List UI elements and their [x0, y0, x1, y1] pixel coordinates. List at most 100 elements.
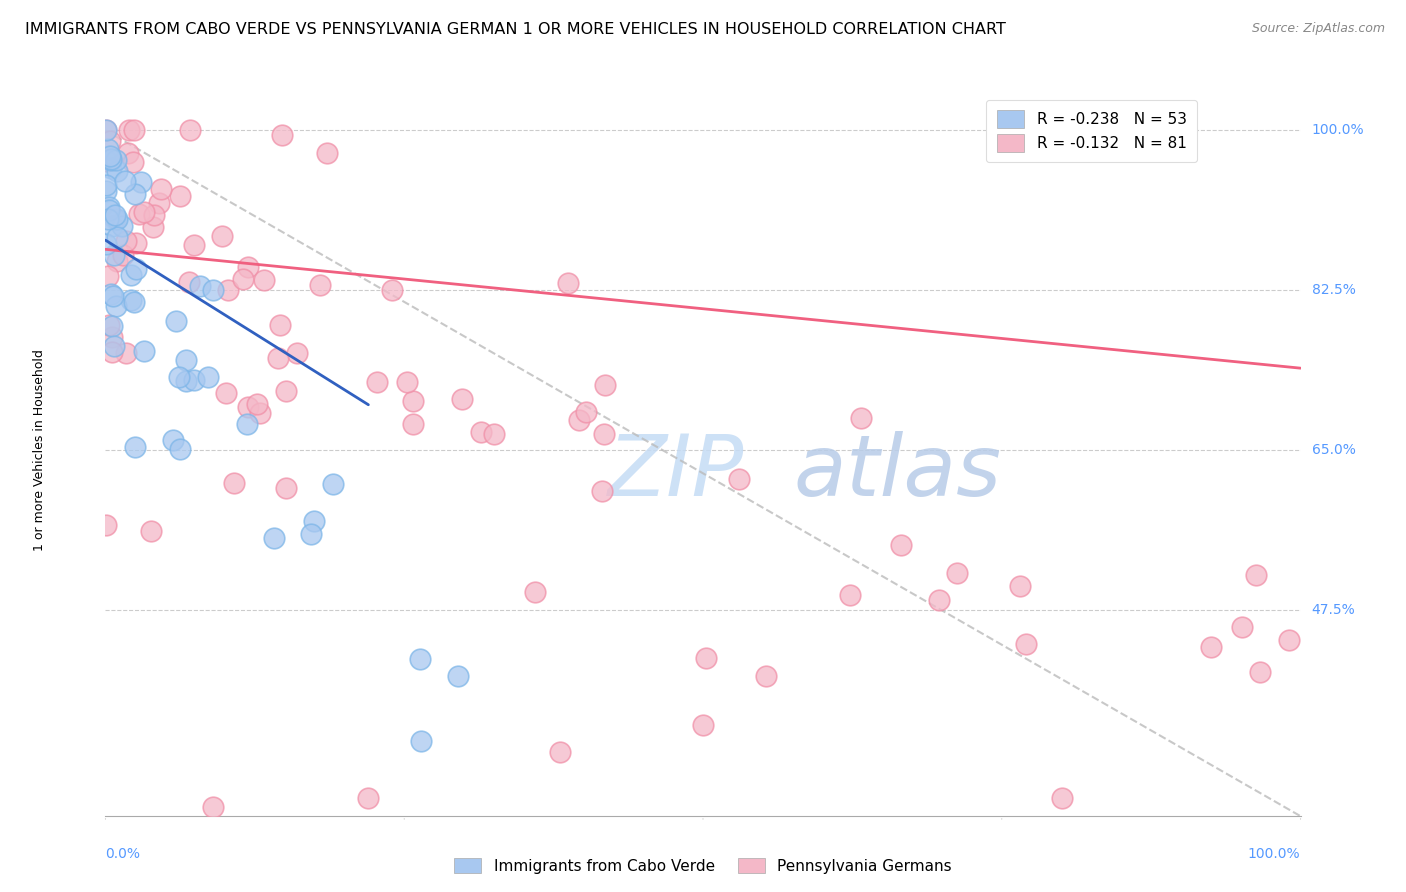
Point: [120, 293, 142, 307]
Text: 1 or more Vehicles in Household: 1 or more Vehicles in Household: [34, 350, 46, 551]
Point: [174, 353, 197, 368]
Point: [890, 538, 912, 552]
Point: [266, 351, 288, 366]
Point: [124, 187, 146, 202]
Point: [97, 268, 120, 283]
Point: [276, 384, 298, 398]
Point: [125, 262, 148, 277]
Point: [409, 652, 432, 666]
Point: [557, 277, 579, 291]
Point: [125, 236, 148, 251]
Point: [94, 178, 117, 192]
Point: [101, 330, 124, 344]
Point: [593, 378, 616, 392]
Point: [269, 318, 291, 332]
Point: [118, 123, 141, 137]
Point: [592, 426, 614, 441]
Point: [100, 287, 122, 301]
Text: 100.0%: 100.0%: [1249, 847, 1301, 861]
Text: ZIP: ZIP: [607, 431, 744, 514]
Point: [183, 373, 205, 387]
Point: [97, 212, 120, 227]
Point: [299, 527, 322, 541]
Point: [96, 153, 118, 168]
Point: [253, 273, 276, 287]
Point: [1232, 620, 1254, 634]
Point: [98, 318, 121, 333]
Point: [98, 149, 121, 163]
Point: [838, 589, 860, 603]
Point: [1014, 637, 1036, 651]
Point: [101, 345, 124, 359]
Point: [482, 426, 505, 441]
Point: [174, 375, 197, 389]
Point: [177, 276, 200, 290]
Point: [97, 142, 120, 156]
Point: [114, 173, 136, 187]
Text: 82.5%: 82.5%: [1312, 284, 1355, 297]
Point: [148, 195, 170, 210]
Point: [249, 406, 271, 420]
Point: [316, 145, 339, 160]
Point: [104, 209, 127, 223]
Text: 65.0%: 65.0%: [1312, 443, 1355, 458]
Text: IMMIGRANTS FROM CABO VERDE VS PENNSYLVANIA GERMAN 1 OR MORE VEHICLES IN HOUSEHOL: IMMIGRANTS FROM CABO VERDE VS PENNSYLVAN…: [25, 22, 1007, 37]
Point: [409, 734, 432, 748]
Point: [402, 417, 425, 431]
Point: [1050, 791, 1073, 805]
Point: [150, 182, 173, 196]
Point: [946, 566, 969, 581]
Point: [131, 175, 153, 189]
Point: [1010, 579, 1032, 593]
Point: [222, 475, 245, 490]
Point: [120, 268, 142, 282]
Point: [451, 392, 474, 407]
Point: [1199, 640, 1222, 654]
Point: [115, 234, 138, 248]
Point: [94, 123, 117, 137]
Point: [169, 442, 191, 457]
Point: [285, 345, 308, 359]
Point: [101, 289, 124, 303]
Point: [755, 669, 778, 683]
Point: [103, 248, 125, 262]
Point: [101, 219, 124, 233]
Point: [103, 339, 125, 353]
Point: [122, 295, 145, 310]
Point: [105, 299, 128, 313]
Point: [165, 314, 187, 328]
Point: [190, 279, 212, 293]
Point: [105, 254, 128, 268]
Point: [928, 592, 950, 607]
Point: [122, 123, 145, 137]
Point: [111, 219, 134, 233]
Point: [548, 745, 571, 759]
Point: [202, 800, 225, 814]
Point: [143, 208, 166, 222]
Point: [115, 346, 138, 360]
Point: [94, 517, 117, 532]
Point: [263, 531, 285, 545]
Point: [591, 483, 613, 498]
Point: [470, 425, 492, 439]
Point: [217, 283, 239, 297]
Point: [167, 369, 190, 384]
Point: [238, 260, 260, 274]
Legend: Immigrants from Cabo Verde, Pennsylvania Germans: Immigrants from Cabo Verde, Pennsylvania…: [449, 852, 957, 880]
Point: [179, 123, 201, 137]
Point: [851, 411, 873, 425]
Point: [105, 153, 128, 168]
Point: [236, 400, 259, 414]
Point: [232, 271, 254, 285]
Point: [215, 386, 238, 401]
Point: [100, 153, 122, 167]
Point: [728, 472, 751, 486]
Point: [447, 669, 470, 683]
Point: [302, 514, 325, 528]
Point: [366, 375, 388, 389]
Text: 47.5%: 47.5%: [1312, 604, 1355, 617]
Point: [322, 477, 344, 491]
Legend: R = -0.238   N = 53, R = -0.132   N = 81: R = -0.238 N = 53, R = -0.132 N = 81: [986, 100, 1198, 162]
Point: [162, 433, 184, 447]
Point: [105, 164, 128, 178]
